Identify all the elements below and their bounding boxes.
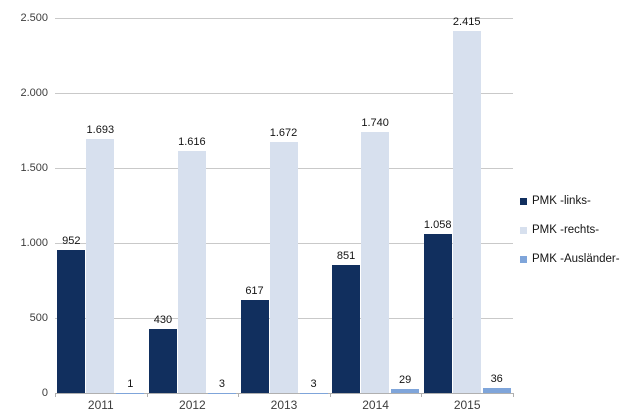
value-label-2014-0: 851	[336, 250, 356, 263]
y-axis-label-1.500: 1.500	[20, 162, 48, 174]
legend-item-pmk-links: PMK -links-	[520, 195, 620, 207]
value-label-2011-2: 1	[127, 377, 134, 390]
y-axis-label-0: 0	[41, 387, 48, 399]
value-label-2011-0: 952	[62, 235, 81, 248]
bar-pmk-rechts--2011	[86, 139, 115, 393]
x-axis-tick	[146, 393, 148, 397]
bar-pmk-links--2014	[332, 265, 361, 393]
value-label-2013-1: 1.672	[269, 127, 298, 140]
legend-label-rechts: PMK -rechts-	[532, 224, 600, 236]
x-axis-tick	[329, 393, 331, 397]
legend-swatch-links	[520, 197, 527, 205]
value-label-2013-2: 3	[310, 377, 317, 390]
y-axis-label-1.000: 1.000	[20, 237, 48, 249]
y-axis-label-500: 500	[29, 312, 48, 324]
legend-swatch-auslaender	[520, 255, 527, 263]
legend-label-links: PMK -links-	[532, 195, 591, 207]
x-axis-tick	[421, 393, 423, 397]
value-label-2015-0: 1.058	[423, 219, 452, 232]
y-axis-label-2.500: 2.500	[20, 12, 48, 24]
x-axis-label-2013: 2013	[270, 398, 298, 412]
bar-pmk-links--2011	[57, 250, 86, 393]
x-axis-line	[55, 393, 514, 394]
legend-label-auslaender: PMK -Ausländer-	[532, 253, 620, 265]
value-label-2014-2: 29	[398, 373, 412, 386]
value-label-2013-0: 617	[245, 285, 264, 298]
legend-item-pmk-rechts: PMK -rechts-	[520, 224, 620, 236]
bar-pmk-ausl-nder--2015	[482, 387, 511, 393]
bar-pmk-rechts--2013	[269, 142, 298, 393]
x-axis-tick	[238, 393, 240, 397]
value-label-2014-1: 1.740	[361, 117, 389, 129]
gridline-2.000	[55, 93, 513, 94]
value-label-2012-1: 1.616	[178, 135, 206, 148]
bar-pmk-rechts--2014	[361, 132, 390, 393]
bar-pmk-rechts--2012	[177, 150, 206, 393]
x-axis-label-2014: 2014	[362, 398, 389, 412]
value-label-2015-2: 36	[490, 372, 503, 385]
x-axis-label-2015: 2015	[453, 398, 481, 412]
value-label-2011-1: 1.693	[86, 124, 115, 137]
bar-pmk-links--2015	[423, 234, 452, 393]
x-axis-tick	[55, 393, 56, 397]
bar-pmk-links--2012	[148, 328, 177, 393]
bar-pmk-ausl-nder--2014	[391, 388, 420, 393]
bar-pmk-links--2013	[240, 300, 269, 393]
legend-item-pmk-auslaender: PMK -Ausländer-	[520, 253, 620, 265]
legend-swatch-rechts	[520, 226, 527, 234]
x-axis-label-2012: 2012	[179, 398, 206, 412]
bar-pmk-rechts--2015	[452, 30, 481, 393]
x-axis-tick	[513, 393, 514, 397]
gridline-2.500	[55, 18, 513, 19]
value-label-2012-0: 430	[153, 313, 173, 326]
value-label-2012-2: 3	[218, 377, 225, 390]
x-axis-label-2011: 2011	[87, 398, 114, 412]
legend: PMK -links- PMK -rechts- PMK -Ausländer-	[520, 195, 620, 265]
y-axis-label-2.000: 2.000	[20, 87, 48, 99]
value-label-2015-1: 2.415	[452, 15, 481, 28]
